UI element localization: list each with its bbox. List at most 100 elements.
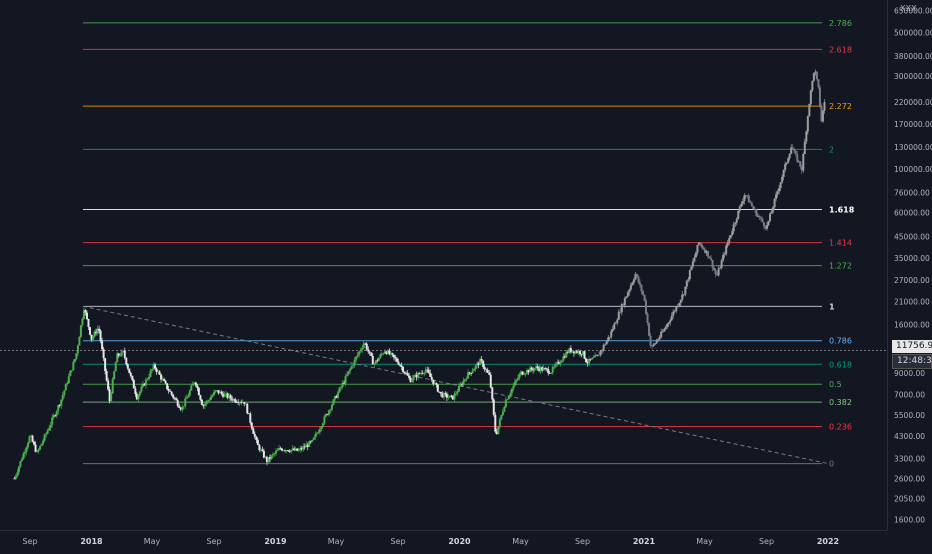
candle-body <box>275 451 278 454</box>
candle-body <box>155 368 158 373</box>
candle-body <box>380 353 383 355</box>
candle-body <box>752 206 755 209</box>
candle-body <box>182 406 185 408</box>
candle-body <box>166 383 169 390</box>
candle-body <box>140 386 143 392</box>
candle-body <box>569 348 572 353</box>
candle-body <box>646 313 649 323</box>
candle-body <box>238 402 241 404</box>
candle-body <box>273 453 276 455</box>
candle-body <box>456 391 459 394</box>
candle-body <box>391 353 394 355</box>
candle-body <box>101 340 104 350</box>
candle-body <box>128 368 131 374</box>
time-axis-label: 2019 <box>264 537 287 546</box>
candle-body <box>131 375 134 381</box>
candle-body <box>781 176 784 183</box>
candle-body <box>720 260 723 268</box>
candle-body <box>693 257 696 262</box>
candle-body <box>200 399 203 405</box>
candle-body <box>453 393 456 400</box>
candle-body <box>411 379 414 383</box>
candle-body <box>663 329 666 332</box>
candle-body <box>352 365 355 367</box>
candle-body <box>482 360 485 368</box>
candle-body <box>122 350 125 352</box>
candle-body <box>601 349 604 351</box>
candle-body <box>176 400 179 406</box>
candle-body <box>529 367 532 373</box>
candle-body <box>436 384 439 392</box>
candle-body <box>284 450 287 452</box>
candle-body <box>262 450 265 458</box>
candle-body <box>773 198 776 208</box>
candle-body <box>607 337 610 341</box>
candle-body <box>611 329 614 332</box>
candle-body <box>707 250 710 257</box>
candle-body <box>802 153 805 171</box>
candle-body <box>158 371 161 375</box>
candle-body <box>36 451 39 453</box>
candle-body <box>442 393 445 398</box>
candle-body <box>746 195 749 197</box>
candle-body <box>191 383 194 386</box>
candle-body <box>658 336 661 340</box>
candle-body <box>337 392 340 398</box>
candle-body <box>76 345 79 354</box>
candle-body <box>775 194 778 199</box>
candle-body <box>793 149 796 151</box>
candle-body <box>820 105 823 122</box>
time-axis-label: 2020 <box>448 537 471 546</box>
candle-body <box>17 466 20 473</box>
candle-body <box>716 274 719 276</box>
candle-body <box>52 415 55 418</box>
candle-body <box>63 390 66 396</box>
candle-body <box>635 273 638 277</box>
candle-body <box>515 379 518 382</box>
candle-body <box>90 334 93 340</box>
candle-body <box>637 276 640 283</box>
candle-body <box>252 428 255 434</box>
candle-body <box>797 161 800 163</box>
candle-body <box>516 377 519 380</box>
candle-body <box>30 435 33 437</box>
candle-body <box>382 353 385 355</box>
candle-body <box>93 331 96 337</box>
price-axis-tick-label: 100000.00 <box>894 165 932 174</box>
candle-body <box>98 328 101 331</box>
price-axis-tick-label: 7000.00 <box>894 391 925 400</box>
candle-body <box>575 351 578 353</box>
candle-body <box>49 424 52 429</box>
candle-body <box>161 378 164 380</box>
candle-body <box>703 249 706 253</box>
candle-body <box>803 141 806 154</box>
candle-body <box>232 399 235 401</box>
candle-body <box>459 384 462 386</box>
candle-body <box>150 369 153 371</box>
candle-body <box>623 298 626 306</box>
candle-body <box>125 357 128 365</box>
candle-body <box>225 393 228 395</box>
time-axis-label: May <box>328 537 345 546</box>
candle-body <box>356 354 359 357</box>
candle-body <box>282 450 285 452</box>
candle-body <box>281 448 284 451</box>
price-axis-tick-label: 4300.00 <box>894 432 925 441</box>
candle-body <box>655 340 658 344</box>
candle-body <box>687 279 690 281</box>
candle-body <box>536 366 539 369</box>
candle-body <box>772 207 775 212</box>
candle-body <box>137 395 140 400</box>
candle-body <box>779 182 782 189</box>
candle-body <box>450 395 453 397</box>
candle-body <box>483 367 486 370</box>
candle-body <box>791 147 794 150</box>
candle-body <box>144 379 147 386</box>
candle-body <box>244 403 247 405</box>
candle-body <box>433 383 436 385</box>
candle-body <box>735 218 738 223</box>
candle-body <box>578 351 581 354</box>
time-axis-label: May <box>512 537 529 546</box>
